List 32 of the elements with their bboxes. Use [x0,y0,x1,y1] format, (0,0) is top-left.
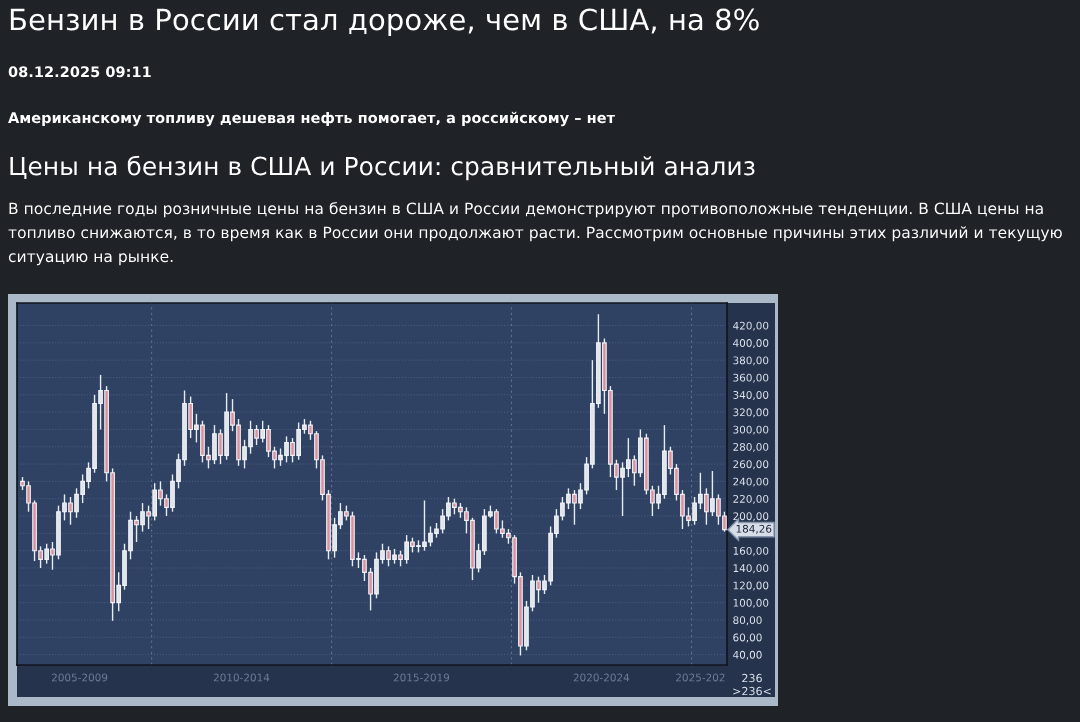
y-tick-label: 280,00 [733,442,769,452]
y-tick-label: 240,00 [733,477,769,487]
y-tick-label: 340,00 [733,391,769,400]
y-tick-label: 120,00 [733,581,769,591]
y-tick-label: 380,00 [733,356,769,366]
y-tick-label: 60,00 [733,633,762,643]
annotation: 184,26 [736,524,772,534]
y-tick-label: 140,00 [733,564,769,574]
text: Американскому топливу дешевая нефть помогает, а российскому – нет [8,111,615,127]
text: В последние годы розничные цены на бензин в США и России демонстрируют противоположные тенденции. В США цены на топливо снижаются, в то время как в России они продолжают расти. Рассмотрим основные причины этих различий и текущую ситуацию на рынке. [8,202,1062,266]
text: >236< [733,686,771,696]
y-tick-label: 360,00 [733,373,769,383]
y-tick-label: 160,00 [733,546,769,556]
text: 236 [742,673,762,683]
y-tick-label: 320,00 [733,408,769,418]
y-tick-label: 100,00 [733,598,769,608]
y-tick-label: 40,00 [733,650,762,660]
y-tick-label: 200,00 [733,512,769,522]
y-tick-label: 420,00 [733,321,769,331]
y-tick-label: 400,00 [733,339,769,349]
x-tick-label: 2005-2009 [51,673,108,682]
x-tick-label: 2015-2019 [393,673,450,682]
x-tick-label: 2025-202 [676,673,725,682]
y-tick-label: 220,00 [733,494,769,504]
text: Цены на бензин в США и России: сравнительный анализ [10,155,755,181]
chart-title: Бензин в России стал дороже, чем в США, на 8% [10,8,759,37]
x-tick-label: 2010-2014 [213,673,270,682]
x-tick-label: 2020-2024 [573,673,630,682]
chart-subtitle: 08.12.2025 09:11 [8,66,151,78]
y-tick-label: 260,00 [733,460,769,470]
y-tick-label: 300,00 [733,425,769,435]
y-tick-label: 80,00 [733,616,762,626]
